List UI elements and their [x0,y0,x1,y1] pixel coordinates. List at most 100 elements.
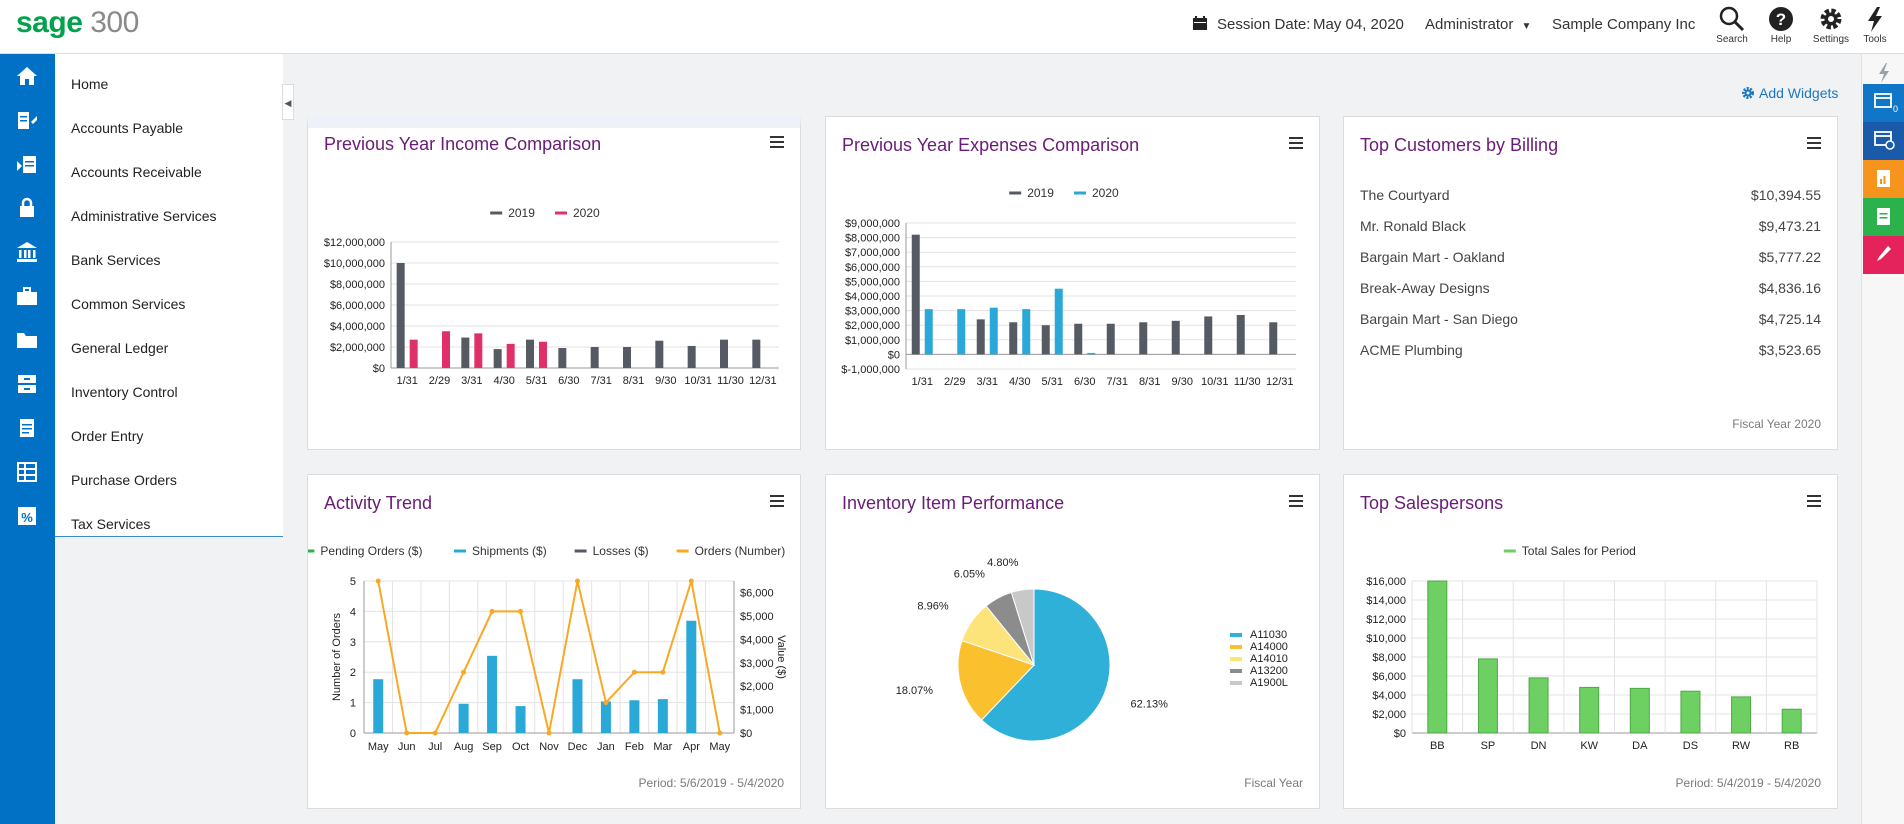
module-menu: Home Accounts Payable Accounts Receivabl… [55,54,283,824]
lock-icon[interactable] [15,196,39,220]
sidebar-item-administrative-services[interactable]: Administrative Services [71,208,217,224]
customer-row[interactable]: Bargain Mart - San Diego $4,725.14 [1360,311,1821,327]
company-name[interactable]: Sample Company Inc [1552,16,1696,33]
sidebar-item-purchase-orders[interactable]: Purchase Orders [71,472,177,488]
accounts-payable-icon[interactable] [15,108,39,132]
legend-label: Pending Orders ($) [320,544,422,558]
y-tick-label: $0 [888,349,900,361]
y-tick-label: $0 [373,363,385,375]
y-tick-label: $14,000 [1366,595,1406,607]
bar [1781,708,1802,734]
x-tick-label: DS [1683,740,1698,752]
legend-label: Shipments ($) [472,544,547,558]
menu-icon[interactable] [1289,495,1303,507]
widget-title: Inventory Item Performance [842,493,1065,513]
table-icon[interactable] [15,460,39,484]
sidebar-item-accounts-payable[interactable]: Accounts Payable [71,120,184,136]
bar [458,703,469,733]
widget-footer: Period: 5/6/2019 - 5/4/2020 [638,776,784,790]
search-icon [1719,6,1745,32]
bar [911,234,920,355]
home-icon[interactable] [15,64,39,88]
customer-row[interactable]: Break-Away Designs $4,836.16 [1360,280,1821,296]
bank-icon[interactable] [15,240,39,264]
bar [957,309,966,355]
right-rail-tools[interactable] [1863,54,1904,92]
x-tick-label: Nov [539,741,559,753]
sidebar-item-general-ledger[interactable]: General Ledger [71,340,169,356]
menu-icon[interactable] [1289,137,1303,149]
sidebar-item-tax-services[interactable]: Tax Services [71,516,151,532]
search-button[interactable]: Search [1705,2,1759,48]
line-point [688,578,694,584]
chevron-down-icon: ▼ [1521,21,1532,32]
user-name: Administrator [1425,16,1514,33]
x-tick-label: SP [1481,740,1496,752]
sidebar-item-common-services[interactable]: Common Services [71,296,186,312]
right-rail-notes[interactable] [1863,236,1904,274]
customer-row[interactable]: Mr. Ronald Black $9,473.21 [1360,218,1821,234]
folder-icon[interactable] [15,328,39,352]
legend-label: Orders (Number) [695,544,786,558]
inventory-pie-chart: 62.13%18.07%8.96%6.05%4.80%A11030A14000A… [896,557,1288,742]
right-rail-reports[interactable] [1863,160,1904,198]
y-tick-label: $4,000,000 [845,291,900,303]
menu-icon[interactable] [1807,137,1821,149]
add-widgets-link[interactable]: Add Widgets [1741,85,1838,101]
sidebar-item-order-entry[interactable]: Order Entry [71,428,144,444]
bar [1171,320,1180,355]
bar [655,340,664,368]
customer-row[interactable]: ACME Plumbing $3,523.65 [1360,342,1821,358]
session-date-value[interactable]: May 04, 2020 [1313,16,1404,33]
collapse-sidebar-button[interactable]: ◀ [282,84,294,120]
bar [539,341,547,368]
lightning-icon [1879,63,1889,83]
document-icon [1877,208,1890,225]
percent-icon[interactable]: % [15,504,39,528]
line-point [375,578,381,584]
x-tick-label: 9/30 [655,375,676,387]
briefcase-icon[interactable] [15,284,39,308]
y-tick-label: $1,000,000 [845,335,900,347]
bar [752,339,761,368]
bar [687,345,696,368]
calendar-icon [1193,16,1207,30]
sidebar-item-accounts-receivable[interactable]: Accounts Receivable [71,164,202,180]
customer-row[interactable]: Bargain Mart - Oakland $5,777.22 [1360,249,1821,265]
x-tick-label: DN [1531,740,1547,752]
document-icon[interactable] [15,416,39,440]
help-button[interactable]: ? Help [1754,2,1808,48]
x-tick-label: KW [1580,740,1598,752]
sidebar-item-home[interactable]: Home [71,76,109,92]
line-point [546,730,552,736]
menu-icon[interactable] [770,495,784,507]
right-rail-documents[interactable] [1863,198,1904,236]
tools-button[interactable]: Tools [1851,2,1899,48]
y-tick-label-right: $6,000 [740,588,774,600]
menu-icon[interactable] [770,136,784,148]
x-tick-label: 11/30 [1234,376,1261,388]
bar [720,339,728,368]
chevron-left-icon: ◀ [284,98,292,108]
right-rail-windows[interactable]: 0 [1863,84,1904,122]
bar [506,343,515,368]
y-tick-label-right: $0 [740,728,752,740]
window-badge-icon: 0 [1874,93,1898,114]
sidebar-item-inventory-control[interactable]: Inventory Control [71,384,178,400]
bar [572,679,583,733]
y-tick-label: $-1,000,000 [841,364,900,376]
x-tick-label: RW [1732,740,1751,752]
settings-button[interactable]: Settings [1804,2,1858,48]
customer-row[interactable]: The Courtyard $10,394.55 [1360,187,1821,203]
x-tick-label: 5/31 [1042,376,1063,388]
x-tick-label: RB [1784,740,1799,752]
menu-icon[interactable] [1807,495,1821,507]
bar [1680,690,1701,734]
right-rail-recent[interactable] [1863,122,1904,160]
sage-logo[interactable]: sage 300 [16,6,139,39]
inventory-icon[interactable] [15,372,39,396]
accounts-receivable-icon[interactable] [15,152,39,176]
line-point [518,608,524,614]
sidebar-item-bank-services[interactable]: Bank Services [71,252,161,268]
user-menu[interactable]: Administrator ▼ [1425,16,1531,33]
